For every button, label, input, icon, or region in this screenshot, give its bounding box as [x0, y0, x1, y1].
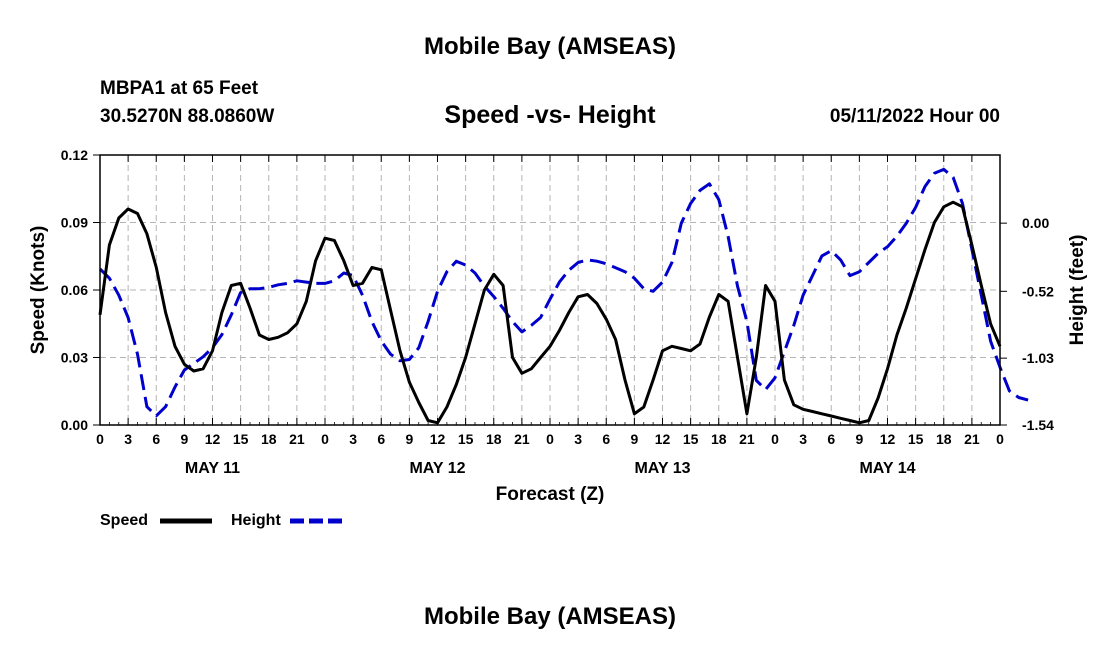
- y-tick-label: 0.00: [61, 417, 88, 433]
- x-tick-label: 3: [124, 431, 132, 447]
- x-tick-label: 6: [602, 431, 610, 447]
- y2-tick-label: -1.54: [1022, 417, 1054, 433]
- y-tick-label: 0.06: [61, 282, 88, 298]
- speed-series-line: [98, 200, 1002, 425]
- x-tick-label: 21: [514, 431, 530, 447]
- x-tick-label: 6: [152, 431, 160, 447]
- x-tick-label: 21: [289, 431, 305, 447]
- day-label: MAY 14: [859, 460, 915, 477]
- y2-tick-label: 0.00: [1022, 215, 1049, 231]
- station-label: MBPA1 at 65 Feet: [100, 78, 259, 99]
- series-layer: [98, 167, 1029, 425]
- x-tick-label: 12: [655, 431, 671, 447]
- x-tick-label: 15: [908, 431, 924, 447]
- x-tick-label: 21: [739, 431, 755, 447]
- height-series-line: [98, 167, 1029, 418]
- x-tick-label: 9: [855, 431, 863, 447]
- y2-tick-label: -0.52: [1022, 283, 1054, 299]
- x-tick-label: 18: [711, 431, 727, 447]
- y-axis-label: Speed (Knots): [28, 226, 49, 355]
- date-label: 05/11/2022 Hour 00: [829, 106, 1000, 127]
- footer-title: Mobile Bay (AMSEAS): [423, 603, 677, 630]
- x-tick-label: 12: [430, 431, 446, 447]
- x-tick-label: 6: [377, 431, 385, 447]
- grid-layer: [100, 155, 1000, 425]
- x-tick-label: 0: [996, 431, 1004, 447]
- y-tick-label: 0.12: [61, 147, 88, 163]
- x-tick-label: 3: [799, 431, 807, 447]
- x-tick-label: 3: [349, 431, 357, 447]
- legend-height-label: Height: [231, 512, 281, 529]
- y2-axis-label: Height (feet): [1067, 235, 1088, 346]
- x-tick-label: 12: [880, 431, 896, 447]
- x-tick-label: 9: [630, 431, 638, 447]
- x-tick-label: 18: [261, 431, 277, 447]
- coordinates-label: 30.5270N 88.0860W: [100, 106, 275, 127]
- x-tick-label: 3: [574, 431, 582, 447]
- x-tick-label: 9: [180, 431, 188, 447]
- day-label: MAY 11: [185, 460, 240, 477]
- y2-tick-label: -1.03: [1022, 350, 1054, 366]
- day-label: MAY 13: [634, 460, 690, 477]
- x-tick-label: 6: [827, 431, 835, 447]
- x-tick-label: 12: [205, 431, 221, 447]
- y-tick-label: 0.03: [61, 350, 88, 366]
- x-tick-label: 15: [683, 431, 699, 447]
- plot-frame: [99, 154, 1001, 426]
- x-tick-label: 0: [771, 431, 779, 447]
- x-tick-label: 21: [964, 431, 980, 447]
- chart-title: Speed -vs- Height: [444, 101, 656, 129]
- x-tick-label: 0: [321, 431, 329, 447]
- header-title: Mobile Bay (AMSEAS): [423, 33, 677, 60]
- day-label: MAY 12: [409, 460, 465, 477]
- x-tick-label: 0: [96, 431, 104, 447]
- legend-speed-label: Speed: [100, 512, 148, 529]
- x-tick-label: 18: [936, 431, 952, 447]
- x-tick-label: 15: [233, 431, 249, 447]
- x-tick-label: 9: [405, 431, 413, 447]
- x-tick-label: 15: [458, 431, 474, 447]
- x-axis-label: Forecast (Z): [496, 484, 605, 505]
- tick-layer: 0 3 6 9 12 15 18 21 0 3 6 9 12 15 18 21 0 3 6 9 12 15 18 21 0 3 6 9…: [61, 147, 1054, 477]
- x-tick-label: 18: [486, 431, 502, 447]
- x-tick-label: 0: [546, 431, 554, 447]
- y-tick-label: 0.09: [61, 215, 88, 231]
